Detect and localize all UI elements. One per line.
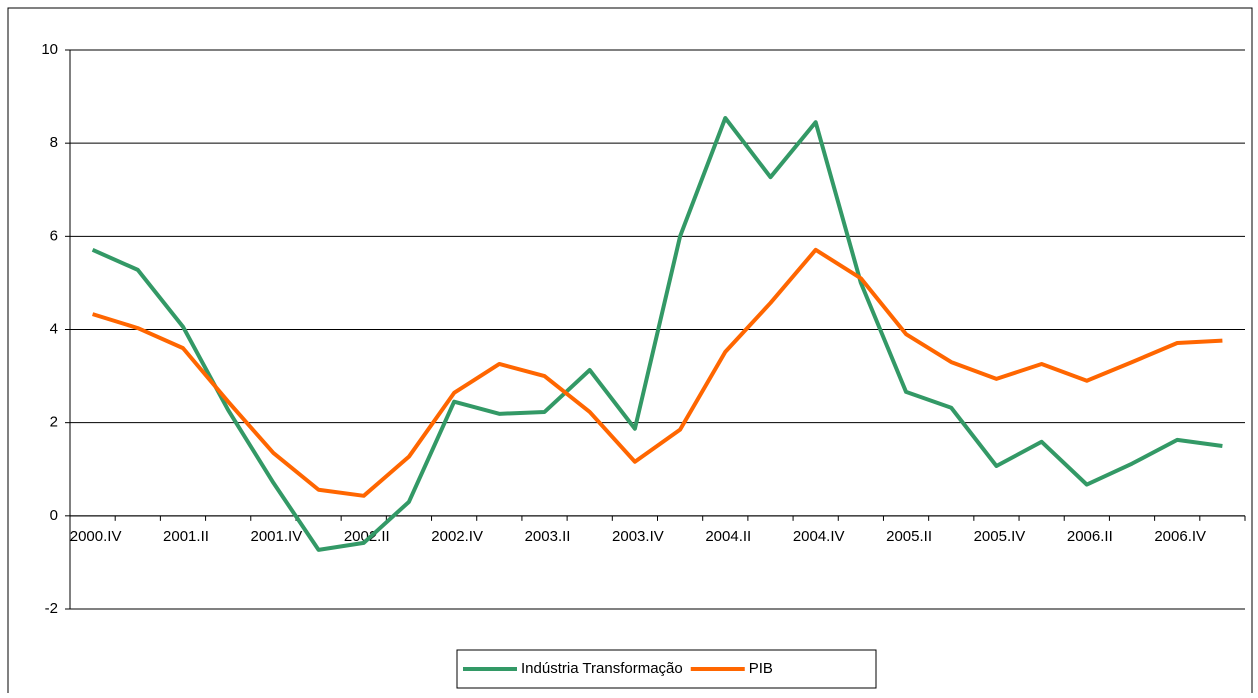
x-tick-label: 2006.II <box>1067 528 1113 545</box>
x-tick-label: 2002.IV <box>431 528 483 545</box>
x-tick-label: 2000.IV <box>70 528 122 545</box>
x-tick-label: 2001.II <box>163 528 209 545</box>
x-tick-label: 2006.IV <box>1154 528 1206 545</box>
x-tick-label: 2001.IV <box>251 528 303 545</box>
x-tick-label: 2003.IV <box>612 528 664 545</box>
y-tick-label: 2 <box>50 414 58 431</box>
x-tick-label: 2003.II <box>525 528 571 545</box>
series-line <box>91 116 1223 552</box>
legend-box <box>456 649 877 689</box>
y-tick-label: 8 <box>50 134 58 151</box>
x-tick-label: 2004.II <box>705 528 751 545</box>
y-tick-label: 4 <box>50 320 58 337</box>
legend-label: Indústria Transformação <box>521 660 683 677</box>
y-tick-label: -2 <box>45 600 58 617</box>
legend-label: PIB <box>749 660 773 677</box>
series-line <box>92 247 1223 498</box>
x-tick-label: 2004.IV <box>793 528 845 545</box>
chart-border <box>7 7 1253 698</box>
y-tick-label: 0 <box>50 507 58 524</box>
x-tick-label: 2005.IV <box>974 528 1026 545</box>
x-tick-label: 2005.II <box>886 528 932 545</box>
y-tick-label: 6 <box>50 227 58 244</box>
y-tick-label: 10 <box>41 41 58 58</box>
